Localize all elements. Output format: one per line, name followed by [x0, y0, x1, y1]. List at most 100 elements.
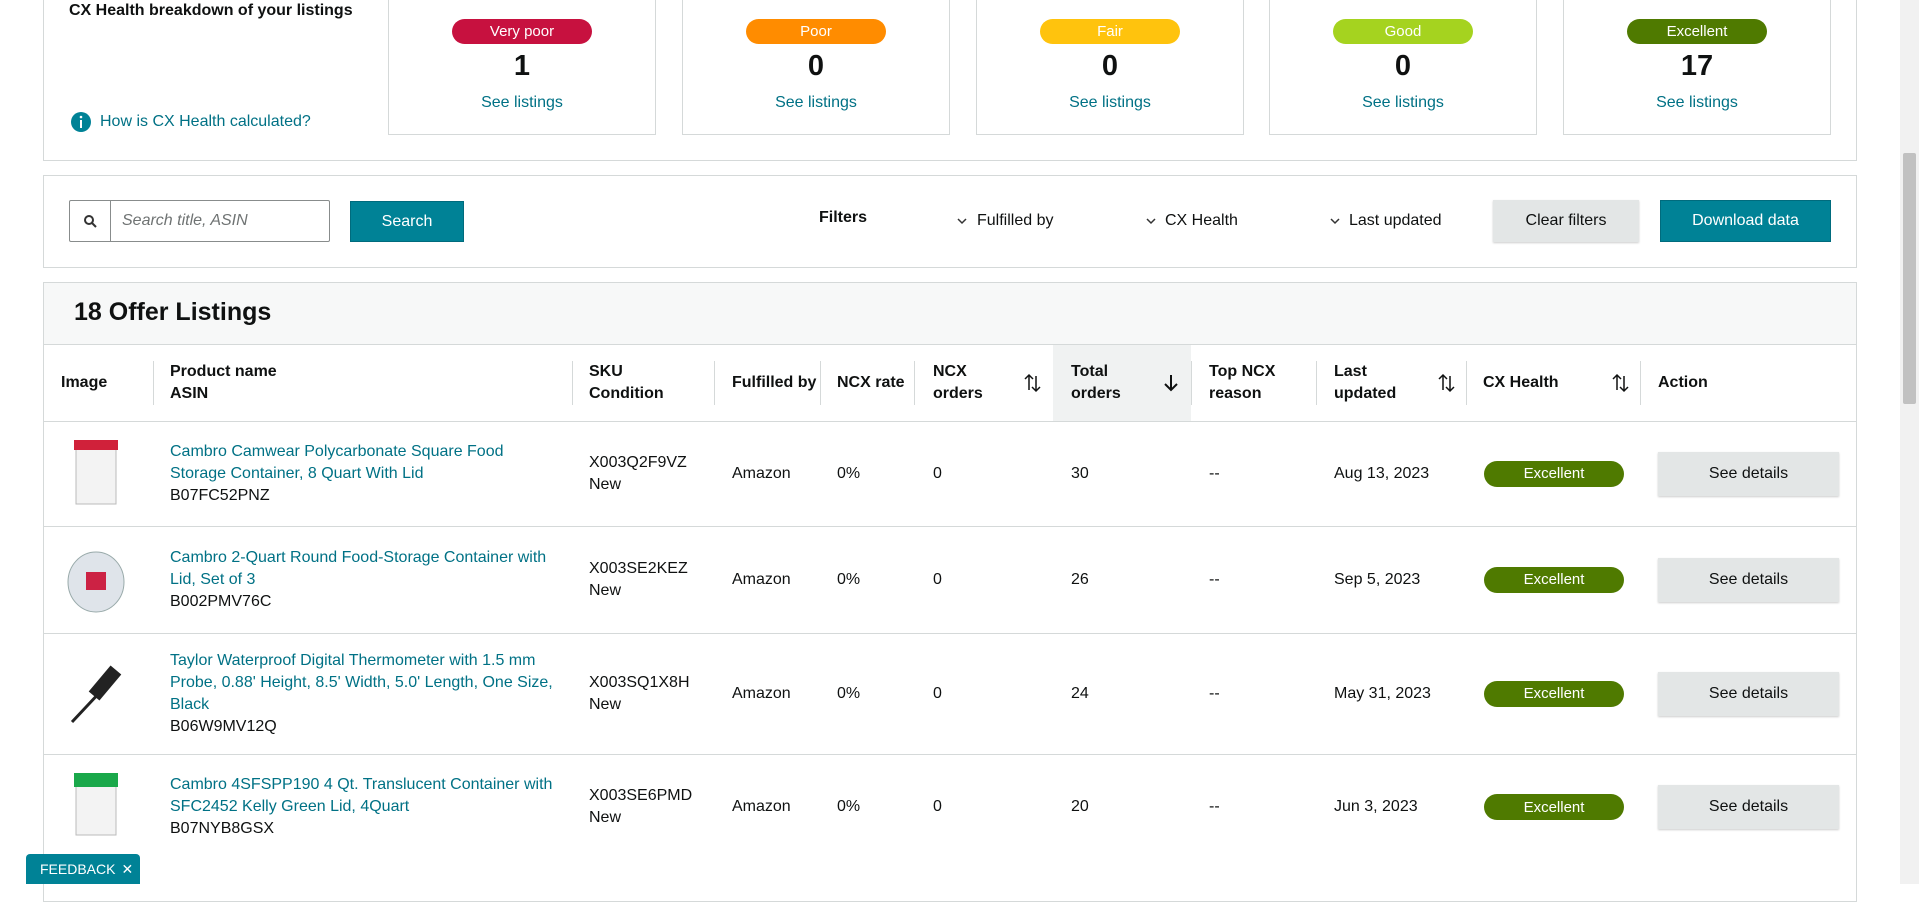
condition: New	[589, 809, 622, 826]
filter-dropdown[interactable]: Fulfilled by	[977, 212, 1054, 229]
see-details-button[interactable]: See details	[1658, 557, 1839, 602]
chevron[interactable]	[1146, 212, 1156, 230]
health-badge: Excellent	[1484, 794, 1624, 820]
ncx-rate: 0%	[837, 684, 861, 702]
last-updated: May 31, 2023	[1334, 684, 1431, 702]
see-listings[interactable]: See listings	[1656, 94, 1738, 111]
filter-dropdown[interactable]: Last updated	[1349, 212, 1442, 229]
product-image	[62, 542, 130, 623]
last-updated: Jun 3, 2023	[1334, 798, 1418, 815]
health-badge: Excellent	[1484, 680, 1624, 707]
column-header: ASIN	[170, 385, 209, 402]
total-orders: 20	[1071, 798, 1089, 815]
sorted-column-header	[1053, 345, 1191, 421]
sku: X003Q2F9VZ	[589, 453, 687, 471]
column-separator	[1466, 361, 1467, 405]
column-header: NCX rate	[837, 374, 905, 391]
column-header: Fulfilled by	[732, 374, 817, 391]
asin: B002PMV76C	[170, 592, 272, 610]
column-header: orders	[1071, 385, 1121, 402]
product-image	[62, 656, 130, 737]
sort-desc-icon[interactable]	[1162, 373, 1180, 398]
health-pill: Fair	[1040, 19, 1180, 44]
download-button[interactable]: Download data	[1660, 200, 1831, 242]
sku: X003SQ1X8H	[589, 673, 690, 691]
last-updated: Sep 5, 2023	[1334, 570, 1421, 588]
clear-filters[interactable]: Clear filters	[1493, 200, 1639, 242]
column-header: CX Health	[1483, 374, 1559, 391]
see-listings[interactable]: See listings	[1362, 94, 1444, 111]
column-separator	[1640, 361, 1641, 405]
column-header: SKU	[589, 363, 623, 380]
ncx-rate: 0%	[837, 464, 861, 482]
sort-icon[interactable]	[1612, 373, 1630, 398]
health-badge: Excellent	[1484, 566, 1624, 593]
health-card	[388, 0, 656, 135]
column-header: Last	[1334, 363, 1367, 380]
close-icon[interactable]: ✕	[121, 860, 134, 877]
top-ncx-reason: --	[1209, 464, 1220, 482]
last-updated: Aug 13, 2023	[1334, 464, 1430, 482]
health-pill: Excellent	[1627, 19, 1767, 44]
breakdown-title: CX Health breakdown of your listings	[69, 2, 353, 19]
asin: B07NYB8GSX	[170, 820, 275, 837]
see-listings[interactable]: See listings	[1069, 94, 1151, 111]
help-link[interactable]: How is CX Health calculated?	[100, 113, 311, 130]
fulfilled-by: Amazon	[732, 570, 791, 588]
health-card	[1269, 0, 1537, 135]
condition: New	[589, 695, 622, 713]
filter-dropdown[interactable]: CX Health	[1165, 212, 1238, 229]
row-divider	[44, 526, 1856, 527]
ncx-rate: 0%	[837, 570, 861, 588]
see-listings[interactable]: See listings	[775, 94, 857, 111]
total-orders: 24	[1071, 684, 1089, 702]
column-separator	[153, 361, 154, 405]
search-box[interactable]: Search title, ASIN	[69, 200, 330, 242]
scrollbar-thumb[interactable]	[1903, 153, 1916, 404]
column-separator	[1191, 361, 1192, 405]
health-pill: Good	[1333, 19, 1473, 44]
condition: New	[589, 475, 622, 493]
column-separator	[914, 361, 915, 405]
health-count: 0	[1101, 50, 1119, 82]
health-card	[976, 0, 1244, 135]
listings-header	[44, 283, 1856, 345]
listings-title: 18 Offer Listings	[74, 298, 272, 326]
column-header: Top NCX	[1209, 363, 1276, 380]
sku: X003SE2KEZ	[589, 559, 688, 577]
search-button[interactable]: Search	[350, 201, 464, 242]
asin: B06W9MV12Q	[170, 717, 277, 735]
scrollbar[interactable]	[1900, 0, 1919, 884]
product-image	[62, 769, 130, 850]
filters-label: Filters	[819, 209, 868, 226]
chevron[interactable]	[1330, 212, 1340, 230]
row-divider	[44, 633, 1856, 634]
total-orders: 30	[1071, 464, 1089, 482]
product-name[interactable]: Cambro Camwear Polycarbonate Square Food…	[170, 442, 504, 482]
total-orders: 26	[1071, 570, 1089, 588]
row-divider	[44, 754, 1856, 755]
ncx-orders: 0	[933, 798, 942, 815]
chevron[interactable]	[957, 212, 967, 230]
see-details-button[interactable]: See details	[1658, 671, 1839, 716]
product-image	[62, 436, 130, 517]
search-icon	[70, 201, 111, 241]
sort-icon[interactable]	[1438, 373, 1456, 398]
product-name[interactable]: Taylor Waterproof Digital Thermometer wi…	[170, 651, 553, 713]
see-details-button[interactable]: See details	[1658, 451, 1839, 496]
product-name[interactable]: Cambro 4SFSPP190 4 Qt. Translucent Conta…	[170, 776, 553, 815]
health-card	[682, 0, 950, 135]
column-header: reason	[1209, 385, 1262, 402]
ncx-orders: 0	[933, 464, 942, 482]
health-card	[1563, 0, 1831, 135]
feedback-label: FEEDBACK	[40, 861, 116, 877]
sort-icon[interactable]	[1024, 373, 1042, 398]
column-header: Product name	[170, 363, 277, 380]
search-placeholder: Search title, ASIN	[122, 212, 248, 229]
product-name[interactable]: Cambro 2-Quart Round Food-Storage Contai…	[170, 548, 547, 588]
feedback-tab[interactable]: FEEDBACK ✕	[26, 854, 140, 884]
column-header: updated	[1334, 385, 1397, 402]
see-details-button[interactable]: See details	[1658, 785, 1839, 829]
see-listings[interactable]: See listings	[481, 94, 563, 111]
